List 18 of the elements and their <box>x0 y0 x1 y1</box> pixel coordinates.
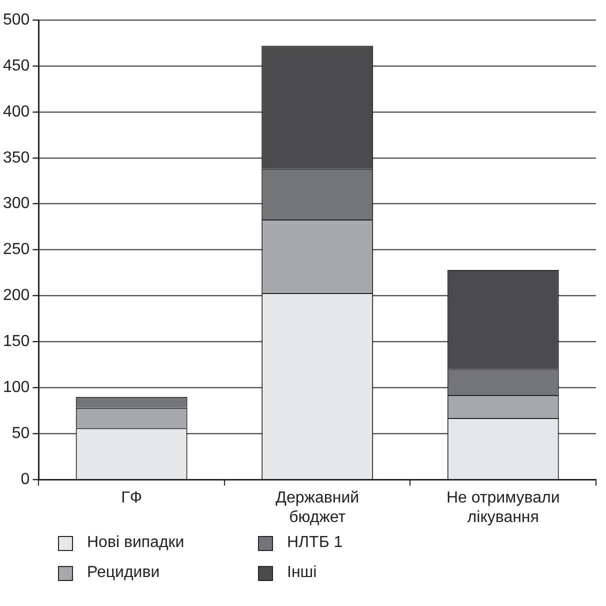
legend-label: Нові випадки <box>87 534 184 552</box>
y-tick-label: 200 <box>2 287 30 304</box>
y-tick-label: 350 <box>2 149 30 166</box>
y-tick-label: 400 <box>2 103 30 120</box>
x-tick-label: Не отримували лікування <box>446 490 560 526</box>
y-tick-label: 300 <box>2 195 30 212</box>
legend-label: Інші <box>287 564 317 582</box>
legend-label: Рецидиви <box>87 564 160 582</box>
y-tick-label: 250 <box>2 241 30 258</box>
y-tick-label: 100 <box>2 379 30 396</box>
y-tick-label: 500 <box>2 11 30 28</box>
y-tick-label: 150 <box>2 333 30 350</box>
y-tick-label: 50 <box>12 425 30 442</box>
legend-label: НЛТБ 1 <box>287 534 343 552</box>
y-tick-label: 450 <box>2 57 30 74</box>
x-tick-label: Державний бюджет <box>276 490 360 526</box>
x-tick-label: ГФ <box>121 490 142 507</box>
y-tick-label: 0 <box>20 471 30 488</box>
